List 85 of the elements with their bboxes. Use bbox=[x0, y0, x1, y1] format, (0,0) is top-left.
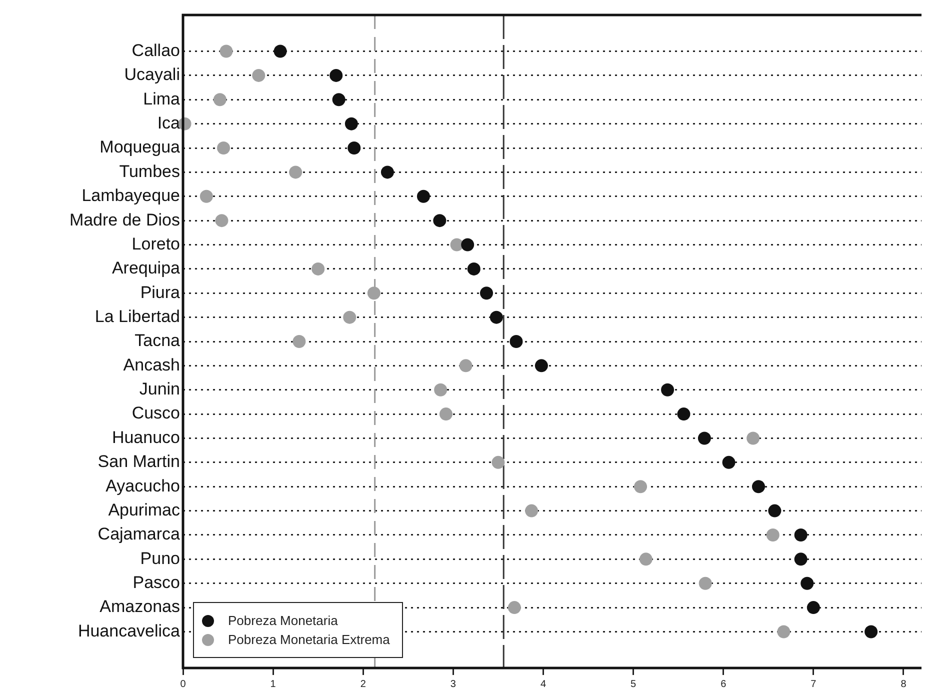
y-tick-label: Ayacucho bbox=[106, 476, 180, 496]
point bbox=[344, 117, 358, 130]
point bbox=[332, 93, 346, 106]
y-tick-label: Lima bbox=[143, 89, 181, 108]
point bbox=[252, 68, 266, 82]
point bbox=[634, 480, 648, 494]
point bbox=[777, 625, 790, 638]
point bbox=[768, 504, 782, 518]
point bbox=[508, 601, 521, 614]
point bbox=[722, 456, 736, 469]
y-tick-label: Madre de Dios bbox=[69, 210, 180, 230]
y-tick-label: San Martin bbox=[98, 452, 180, 472]
x-tick-label: 8 bbox=[900, 678, 907, 690]
x-tick-label: 0 bbox=[180, 678, 186, 690]
point bbox=[312, 262, 325, 276]
y-tick-label: Huancavelica bbox=[78, 621, 181, 640]
point bbox=[698, 432, 711, 445]
point bbox=[467, 262, 480, 276]
point bbox=[490, 310, 503, 324]
point bbox=[367, 286, 380, 300]
point bbox=[348, 142, 361, 155]
point bbox=[677, 408, 690, 421]
point bbox=[200, 190, 213, 203]
y-tick-label: Loreto bbox=[132, 234, 180, 254]
point bbox=[416, 190, 430, 203]
y-tick-label: La Libertad bbox=[94, 307, 180, 326]
y-tick-label: Pasco bbox=[132, 573, 180, 592]
y-tick-label: Tacna bbox=[134, 331, 181, 350]
y-tick-label: Apurimac bbox=[108, 500, 180, 520]
point bbox=[274, 44, 287, 58]
legend-label: Pobreza Monetaria Extrema bbox=[228, 632, 390, 647]
y-tick-label: Ucayali bbox=[124, 65, 180, 84]
point bbox=[213, 93, 226, 106]
y-tick-label: Cusco bbox=[132, 404, 180, 423]
point bbox=[510, 335, 523, 348]
point bbox=[380, 166, 394, 179]
point bbox=[433, 214, 446, 228]
y-tick-label: Tumbes bbox=[119, 162, 180, 181]
y-tick-label: Puno bbox=[140, 548, 180, 568]
point bbox=[698, 576, 712, 590]
y-tick-label: Huanuco bbox=[112, 428, 180, 447]
point bbox=[746, 432, 760, 445]
point bbox=[217, 142, 230, 155]
y-tick-label: Piura bbox=[140, 282, 181, 302]
point bbox=[459, 359, 472, 372]
y-tick-label: Ica bbox=[157, 114, 181, 133]
x-tick-label: 1 bbox=[270, 678, 276, 690]
point bbox=[330, 68, 343, 82]
x-tick-label: 5 bbox=[630, 678, 637, 690]
point bbox=[289, 166, 302, 179]
point bbox=[220, 44, 233, 58]
point bbox=[806, 601, 820, 614]
point bbox=[215, 214, 228, 228]
point bbox=[661, 383, 674, 396]
point bbox=[639, 552, 652, 566]
x-tick-label: 6 bbox=[720, 678, 727, 690]
point bbox=[794, 552, 808, 566]
y-tick-label: Junin bbox=[139, 380, 180, 399]
point bbox=[766, 528, 780, 542]
point bbox=[492, 456, 505, 469]
y-tick-label: Cajamarca bbox=[98, 524, 181, 544]
y-tick-label: Moquegua bbox=[100, 138, 181, 157]
point bbox=[292, 335, 306, 348]
point bbox=[800, 576, 814, 590]
point bbox=[439, 408, 452, 421]
point bbox=[752, 480, 765, 494]
point bbox=[480, 286, 494, 300]
y-tick-label: Callao bbox=[132, 40, 180, 60]
x-tick-label: 3 bbox=[450, 678, 456, 690]
legend-label: Pobreza Monetaria bbox=[228, 613, 338, 628]
y-tick-label: Lambayeque bbox=[82, 186, 180, 206]
y-tick-label: Arequipa bbox=[112, 258, 181, 278]
x-tick-label: 7 bbox=[810, 678, 817, 690]
point bbox=[525, 504, 538, 518]
point bbox=[864, 625, 878, 638]
point bbox=[794, 528, 808, 542]
point bbox=[343, 310, 356, 324]
x-tick-label: 4 bbox=[540, 678, 546, 690]
y-tick-label: Amazonas bbox=[100, 597, 180, 616]
point bbox=[450, 238, 464, 252]
point bbox=[534, 359, 548, 372]
point bbox=[434, 383, 448, 396]
x-tick-label: 2 bbox=[360, 678, 366, 690]
point bbox=[461, 238, 474, 252]
y-tick-label: Ancash bbox=[123, 355, 180, 374]
